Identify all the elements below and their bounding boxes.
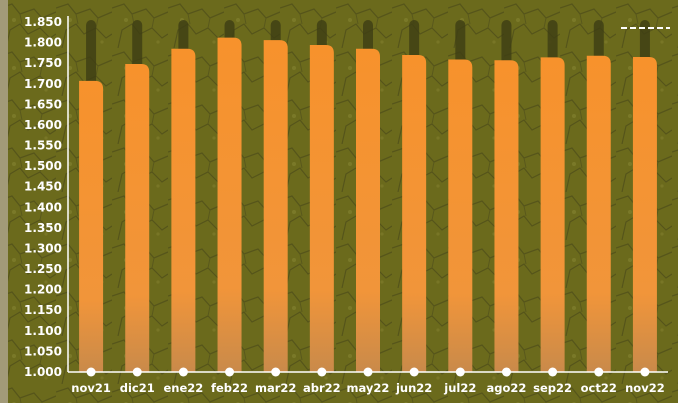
- baseline-dot: [132, 367, 142, 377]
- y-tick-label: 1.750: [24, 56, 62, 70]
- y-tick-label: 1.850: [24, 15, 62, 29]
- baseline-dot: [640, 367, 650, 377]
- x-tick-label: may22: [347, 381, 390, 395]
- baseline-dot: [501, 367, 511, 377]
- x-tick-label: oct22: [581, 381, 617, 395]
- x-tick-label: nov21: [71, 381, 111, 395]
- y-tick-label: 1.450: [24, 180, 62, 194]
- baseline-dot: [409, 367, 419, 377]
- x-tick-label: dic21: [120, 381, 155, 395]
- bar-ene22: [171, 48, 196, 372]
- x-tick-label: nov22: [625, 381, 665, 395]
- bar-dic21: [125, 64, 150, 372]
- baseline-dot: [271, 367, 281, 377]
- baseline-dot: [548, 367, 558, 377]
- y-tick-label: 1.050: [24, 344, 62, 358]
- bar-mar22: [263, 40, 288, 372]
- x-tick-label: abr22: [303, 381, 341, 395]
- y-tick-label: 1.700: [24, 77, 62, 91]
- x-tick-label: feb22: [211, 381, 248, 395]
- y-axis-labels: 1.000 1.050 1.100 1.150 1.200 1.250 1.300 1.350…: [24, 15, 62, 379]
- bar-nov21: [79, 80, 104, 372]
- y-tick-label: 1.200: [24, 283, 62, 297]
- x-axis-labels: nov21 dic21 ene22 feb22 mar22 abr22 may22 jun22…: [71, 381, 664, 395]
- baseline-dot: [317, 367, 327, 377]
- x-tick-label: ene22: [163, 381, 203, 395]
- y-tick-label: 1.300: [24, 241, 62, 255]
- bar-may22: [356, 48, 380, 372]
- y-tick-label: 1.350: [24, 221, 62, 235]
- y-tick-label: 1.400: [24, 200, 62, 214]
- y-tick-label: 1.650: [24, 97, 62, 111]
- bar-oct22: [586, 55, 611, 372]
- bar-jul22: [448, 59, 473, 373]
- x-tick-label: sep22: [533, 381, 572, 395]
- baseline-dot: [594, 367, 604, 377]
- x-tick-label: jul22: [443, 381, 476, 395]
- baseline-dot: [363, 367, 373, 377]
- x-tick-label: mar22: [255, 381, 296, 395]
- bar-jun22: [402, 54, 427, 373]
- baseline-dot: [225, 367, 235, 377]
- bar-feb22: [217, 37, 242, 372]
- bar-ago22: [494, 60, 519, 372]
- y-tick-label: 1.150: [24, 303, 62, 317]
- x-tick-label: jun22: [395, 381, 432, 395]
- baseline-dots: [86, 367, 650, 377]
- bar-abr22: [309, 45, 334, 372]
- x-tick-label: ago22: [487, 381, 527, 395]
- bars: [79, 37, 657, 373]
- bar-sep22: [540, 57, 565, 372]
- baseline-dot: [86, 367, 96, 377]
- baseline-dot: [178, 367, 188, 377]
- y-tick-label: 1.500: [24, 159, 62, 173]
- bar-nov22: [632, 57, 657, 372]
- y-tick-label: 1.600: [24, 118, 62, 132]
- left-margin-strip: [0, 0, 8, 403]
- y-tick-label: 1.800: [24, 36, 62, 50]
- y-tick-label: 1.550: [24, 139, 62, 153]
- y-tick-label: 1.100: [24, 324, 62, 338]
- y-tick-label: 1.000: [24, 365, 62, 379]
- baseline-dot: [455, 367, 465, 377]
- y-tick-label: 1.250: [24, 262, 62, 276]
